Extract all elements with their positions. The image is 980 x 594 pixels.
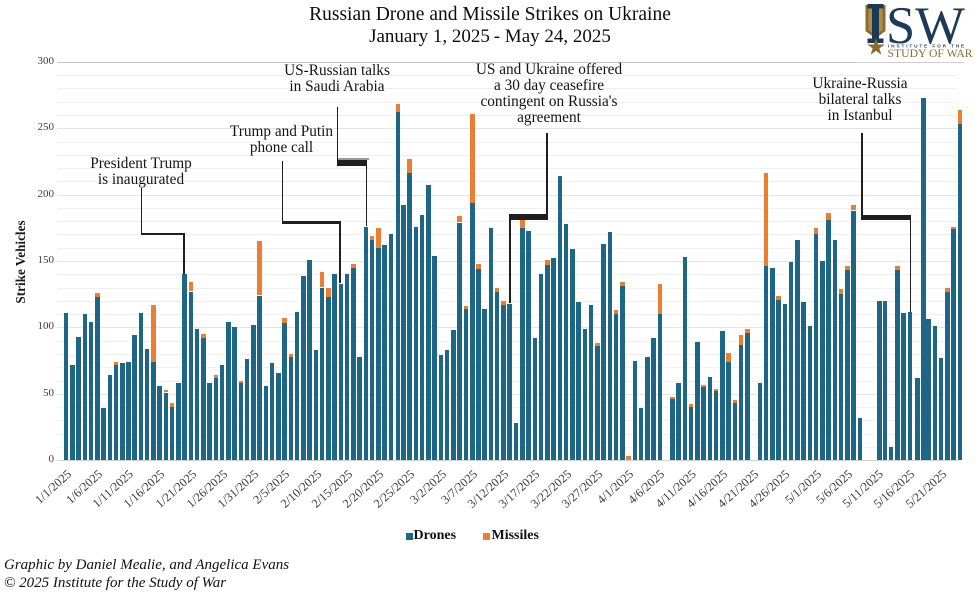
svg-text:INSTITUTE FOR THE: INSTITUTE FOR THE — [888, 44, 966, 49]
svg-text:SW: SW — [886, 0, 965, 55]
svg-text:STUDY OF WAR: STUDY OF WAR — [888, 47, 973, 60]
